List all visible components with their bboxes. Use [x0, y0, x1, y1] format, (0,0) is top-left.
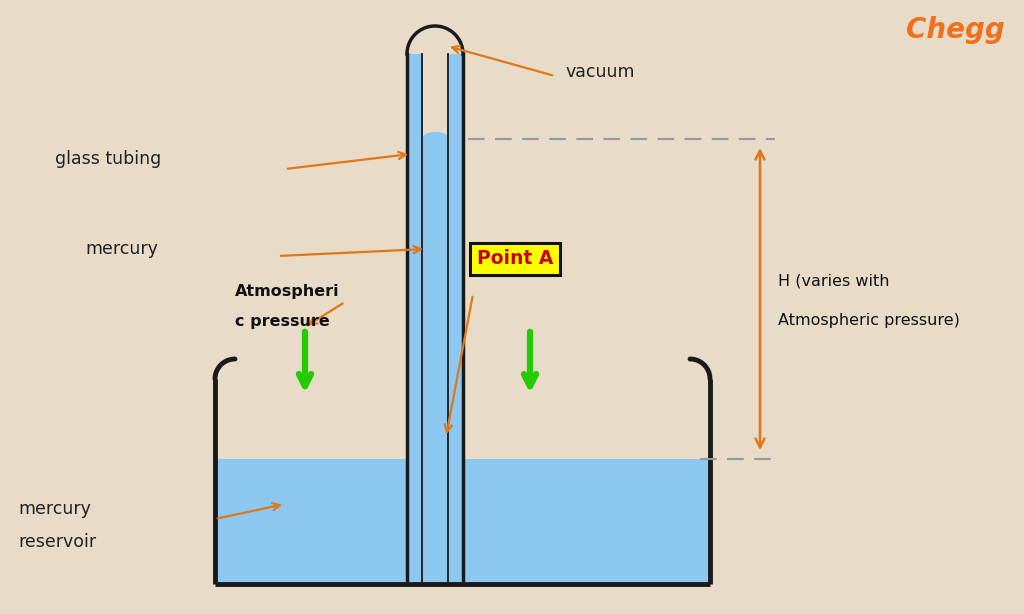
Text: H (varies with: H (varies with: [778, 273, 890, 289]
Text: Atmospheri: Atmospheri: [234, 284, 340, 300]
Text: glass tubing: glass tubing: [55, 150, 161, 168]
Bar: [407, 54, 463, 584]
Bar: [215, 459, 710, 584]
Text: c pressure: c pressure: [234, 314, 330, 330]
Text: Atmospheric pressure): Atmospheric pressure): [778, 314, 959, 328]
Bar: [423, 54, 447, 139]
Text: reservoir: reservoir: [18, 533, 96, 551]
Text: Chegg: Chegg: [906, 16, 1005, 44]
Text: mercury: mercury: [18, 500, 91, 518]
Text: Point A: Point A: [477, 249, 553, 268]
Text: vacuum: vacuum: [565, 63, 635, 81]
Text: mercury: mercury: [85, 240, 158, 258]
